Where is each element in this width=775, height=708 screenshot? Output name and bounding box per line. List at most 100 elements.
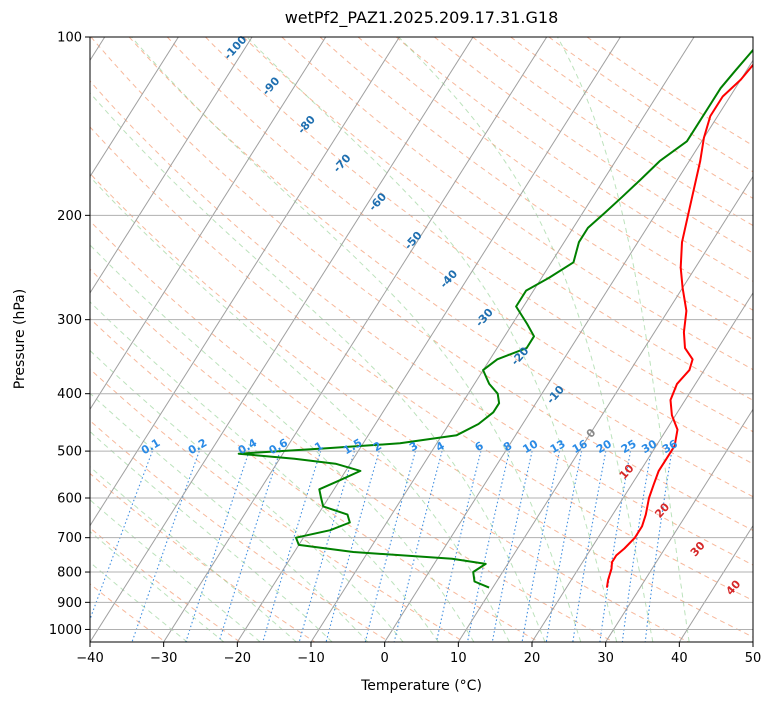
- moist-adiabat: [90, 499, 261, 642]
- isotherm: [163, 37, 548, 642]
- x-tick-label: 10: [450, 651, 467, 666]
- moist-adiabat: [90, 430, 333, 642]
- mixing-ratio-line: [218, 450, 281, 642]
- y-tick-label: 100: [57, 31, 82, 46]
- mixing-ratio-line: [621, 451, 652, 642]
- mixing-ratio-label: 4: [434, 439, 447, 454]
- mixing-ratio-line: [435, 450, 482, 642]
- dry-adiabat: [90, 126, 753, 602]
- moist-adiabat: [90, 92, 546, 642]
- dry-adiabat-label: -80: [295, 113, 318, 137]
- mixing-ratio-line: [466, 450, 510, 642]
- isotherm: [605, 408, 753, 642]
- moist-adiabat: [90, 530, 225, 642]
- x-tick-label: 30: [597, 651, 614, 666]
- dry-adiabat: [90, 220, 689, 642]
- y-tick-label: 300: [57, 313, 82, 328]
- mixing-ratio-line: [393, 450, 443, 642]
- dry-adiabat-label: -60: [366, 190, 389, 214]
- dry-adiabat: [90, 419, 390, 642]
- dry-adiabat: [90, 172, 753, 638]
- dry-adiabat: [319, 37, 753, 341]
- x-tick-label: −10: [297, 651, 324, 666]
- isotherm: [90, 37, 327, 411]
- y-axis-label: Pressure (hPa): [12, 288, 28, 390]
- y-tick-label: 1000: [49, 623, 82, 638]
- moist-adiabat: [90, 301, 439, 642]
- y-tick-label: 200: [57, 209, 82, 224]
- isotherm: [457, 175, 753, 642]
- temperature-profile-line: [605, 63, 753, 588]
- dry-adiabat-label: -20: [509, 344, 532, 368]
- mixing-ratio-label: 16: [570, 437, 590, 456]
- moist-adiabat: [90, 244, 475, 642]
- isotherm: [90, 37, 253, 294]
- dry-adiabat-label: -50: [402, 229, 425, 253]
- mixing-ratio-label: 10: [520, 437, 540, 456]
- y-tick-label: 800: [57, 566, 82, 581]
- x-tick-label: 0: [381, 651, 389, 666]
- plot-frame: [89, 36, 754, 643]
- dry-adiabat: [281, 37, 753, 371]
- dry-adiabat-label: 20: [652, 500, 672, 520]
- dry-adiabat: [90, 317, 540, 642]
- isotherm: [752, 641, 753, 642]
- dry-adiabat: [510, 37, 753, 199]
- chart-title: wetPf2_PAZ1.2025.209.17.31.G18: [284, 8, 559, 27]
- isotherm: [236, 37, 621, 642]
- y-tick-label: 400: [57, 387, 82, 402]
- moist-adiabat: [557, 37, 690, 642]
- mixing-ratio-label: 25: [619, 437, 639, 456]
- x-axis-label: Temperature (°C): [361, 678, 482, 694]
- dry-adiabat: [90, 80, 753, 566]
- dry-adiabat: [128, 37, 753, 498]
- moist-adiabat: [398, 37, 654, 642]
- dry-adiabat-label: -10: [544, 383, 567, 407]
- x-tick-label: 20: [524, 651, 541, 666]
- isotherm: [90, 37, 400, 527]
- y-tick-label: 500: [57, 445, 82, 460]
- isotherm: [90, 37, 179, 178]
- dry-adiabat: [586, 37, 753, 147]
- dry-adiabat-label: -90: [260, 74, 283, 98]
- dry-adiabat: [357, 37, 753, 311]
- mixing-ratio-line: [521, 450, 561, 642]
- moist-adiabat: [246, 37, 618, 642]
- y-tick-label: 600: [57, 492, 82, 507]
- moist-adiabat: [90, 466, 297, 642]
- y-tick-label: 700: [57, 531, 82, 546]
- dry-adiabat-label: 10: [617, 462, 637, 482]
- mixing-ratio-line: [131, 450, 200, 642]
- x-tick-label: 40: [671, 651, 688, 666]
- mixing-ratio-label: 20: [594, 437, 614, 456]
- dry-adiabat: [472, 37, 753, 227]
- mixing-ratio-label: 0.4: [236, 436, 260, 457]
- dry-adiabat-label: -40: [437, 267, 460, 291]
- x-tick-label: 50: [745, 651, 762, 666]
- moist-adiabat: [90, 176, 510, 642]
- isotherm: [384, 59, 753, 642]
- dry-adiabat: [243, 37, 753, 401]
- moist-adiabat: [90, 349, 404, 642]
- dry-adiabat-label: 30: [688, 539, 708, 559]
- mixing-ratio-line: [491, 450, 533, 642]
- mixing-ratio-label: 6: [473, 439, 486, 454]
- isotherm: [310, 37, 695, 642]
- mixing-ratio-line: [90, 450, 153, 621]
- mixing-ratio-label: 1: [312, 439, 325, 454]
- mixing-ratio-line: [185, 450, 250, 642]
- dewpoint-profile-line: [237, 48, 753, 589]
- y-tick-label: 900: [57, 596, 82, 611]
- dry-adiabat: [90, 368, 465, 642]
- mixing-ratio-line: [545, 450, 583, 642]
- x-tick-label: −40: [76, 651, 103, 666]
- mixing-ratio-line: [262, 450, 322, 642]
- mixing-ratio-label: 2: [371, 439, 384, 454]
- mixing-ratio-line: [298, 450, 355, 642]
- moist-adiabat: [90, 561, 188, 642]
- mixing-ratio-label: 30: [639, 437, 659, 456]
- dry-adiabat: [90, 527, 241, 642]
- x-tick-label: −30: [150, 651, 177, 666]
- isotherm: [678, 524, 753, 642]
